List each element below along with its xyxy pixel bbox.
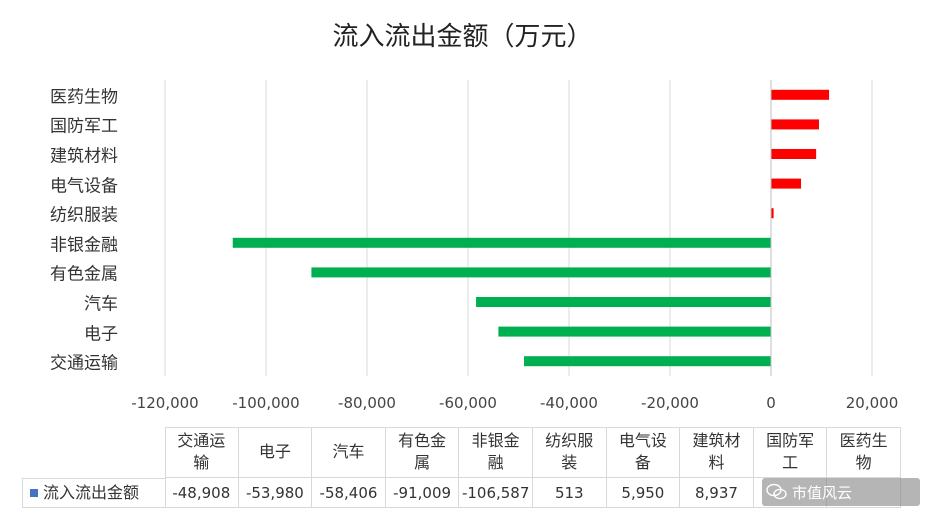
category-label: 有色金属 (50, 264, 118, 285)
table-value-cell: -48,908 (165, 478, 239, 508)
wechat-icon (766, 483, 788, 501)
table-header-cell: 有色金属 (385, 427, 460, 478)
table-value-cell: -106,587 (459, 478, 533, 508)
category-label: 非银金融 (50, 235, 118, 256)
category-label: 建筑材料 (50, 146, 118, 167)
bar-6 (771, 178, 802, 189)
tick-label: 0 (766, 394, 776, 412)
table-header-cell: 建筑材料 (680, 427, 754, 478)
watermark: 市值风云 (762, 478, 920, 506)
category-label: 医药生物 (50, 87, 118, 108)
table-header-cell: 国防军工 (753, 427, 828, 478)
legend-swatch (30, 488, 38, 497)
category-label: 电子 (84, 324, 118, 345)
table-value-cell: -53,980 (238, 478, 313, 508)
table-header-cell: 交通运输 (165, 427, 239, 478)
category-label: 纺织服装 (50, 205, 118, 226)
tick-label: -40,000 (540, 394, 598, 412)
table-header-cell: 电子 (238, 427, 313, 478)
table-value-cell: 5,950 (606, 478, 681, 508)
tick-label: -60,000 (439, 394, 497, 412)
table-value-cell: -58,406 (312, 478, 386, 508)
table-header-cell: 医药生物 (827, 427, 901, 478)
table-value-cell: 8,937 (680, 478, 754, 508)
table-header-cell: 纺织服装 (533, 427, 607, 478)
tick-label: -80,000 (338, 394, 396, 412)
category-label: 汽车 (84, 294, 118, 315)
tick-label: 20,000 (845, 394, 899, 412)
category-label: 交通运输 (50, 353, 118, 374)
table-border (165, 427, 901, 428)
tick-label: -100,000 (232, 394, 300, 412)
bar-2 (476, 297, 771, 307)
category-label: 电气设备 (50, 176, 118, 197)
bar-8 (771, 119, 819, 130)
bar-0 (524, 356, 771, 367)
table-border (165, 427, 166, 508)
table-value-cell: 513 (533, 478, 607, 508)
bar-3 (311, 267, 771, 278)
bar-7 (771, 149, 817, 159)
table-header-cell: 电气设备 (606, 427, 681, 478)
table-series-legend: 流入流出金额 (22, 478, 165, 508)
table-value-cell: -91,009 (385, 478, 460, 508)
bar-9 (771, 89, 830, 100)
table-header-cell: 汽车 (312, 427, 386, 478)
chart-title: 流入流出金额（万元） (332, 22, 593, 52)
legend-series-name: 流入流出金额 (43, 482, 140, 502)
watermark-text: 市值风云 (792, 483, 853, 502)
category-label: 国防军工 (50, 116, 118, 137)
bar-5 (771, 208, 774, 219)
bar-1 (498, 326, 771, 337)
tick-label: -120,000 (131, 394, 199, 412)
table-header-cell: 非银金融 (459, 427, 533, 478)
bar-4 (232, 237, 771, 248)
tick-label: -20,000 (641, 394, 699, 412)
